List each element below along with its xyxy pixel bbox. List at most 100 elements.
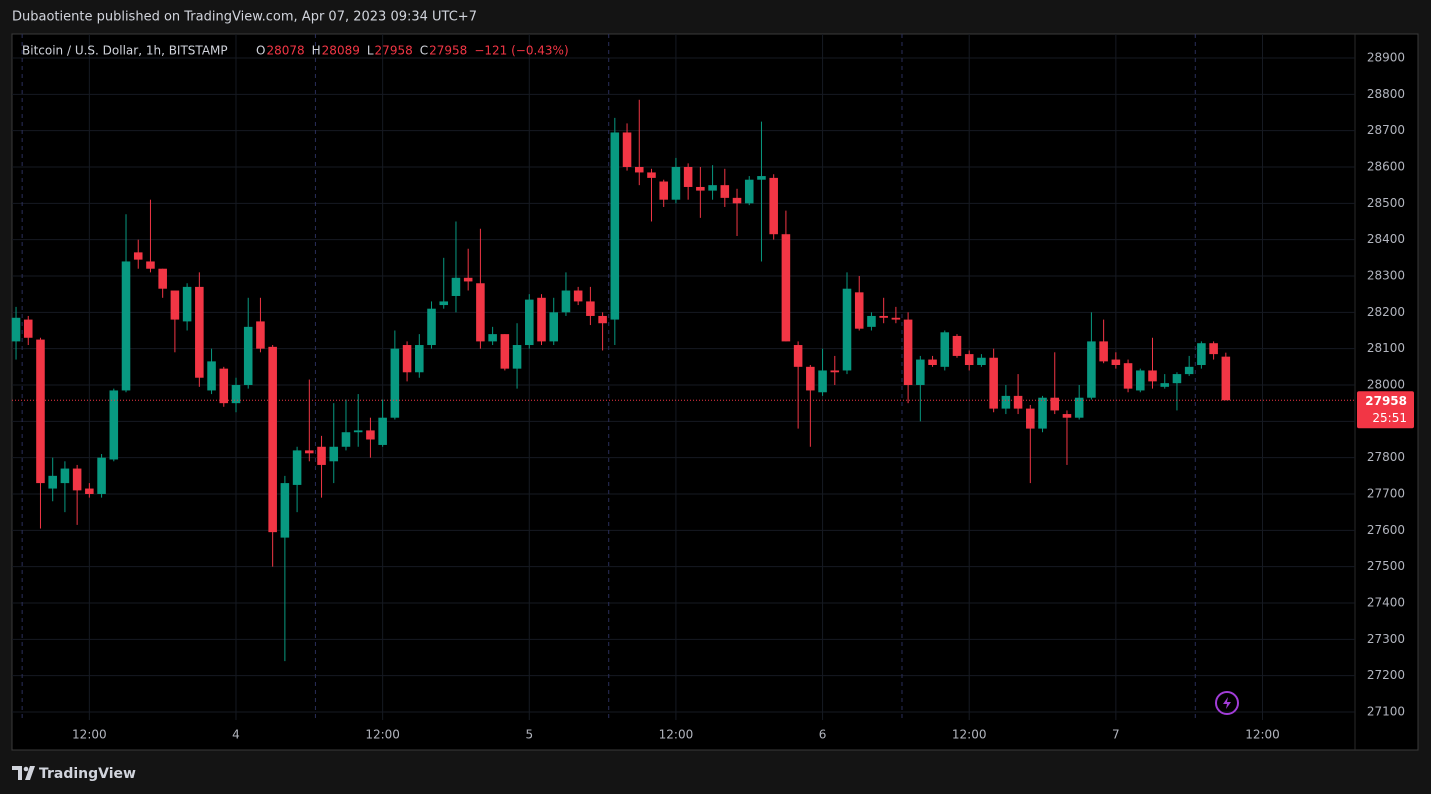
candle-body <box>659 181 668 200</box>
candle-body <box>207 361 216 391</box>
candle-body <box>830 370 840 373</box>
candle-body <box>23 319 33 338</box>
candle-body <box>757 176 766 180</box>
x-tick-label: 7 <box>1112 728 1120 742</box>
candle-body <box>1160 383 1170 387</box>
candle-body <box>231 384 241 404</box>
candle-body <box>390 348 400 418</box>
candle-body <box>463 277 473 282</box>
candle-body <box>36 339 45 484</box>
x-tick-label: 12:00 <box>659 728 694 742</box>
candle-body <box>500 334 510 369</box>
candle-body <box>903 319 913 385</box>
candle-body <box>537 297 546 342</box>
candle-body <box>1001 395 1011 409</box>
candle-body <box>940 332 950 367</box>
x-tick-label: 6 <box>819 728 827 742</box>
candle-body <box>60 468 70 484</box>
candle-body <box>818 370 827 393</box>
candle-body <box>195 286 204 378</box>
y-tick-label: 28400 <box>1367 232 1405 246</box>
y-tick-label: 27500 <box>1367 559 1405 573</box>
candle-body <box>378 417 387 445</box>
plot <box>11 34 1355 720</box>
candle-body <box>928 359 937 366</box>
candle-body <box>329 446 339 462</box>
candle-body <box>1148 370 1157 382</box>
candle-body <box>916 359 925 385</box>
candle-body <box>280 483 290 538</box>
y-tick-label: 28500 <box>1367 196 1405 210</box>
ohlc-value: 28089 <box>322 44 360 58</box>
countdown: 25:51 <box>1372 411 1407 425</box>
ohlc-key: H <box>312 44 321 58</box>
candle-body <box>402 345 412 373</box>
candle-body <box>647 172 656 178</box>
candle-body <box>1074 397 1084 418</box>
symbol-title: Bitcoin / U.S. Dollar, 1h, BITSTAMP <box>22 44 228 58</box>
lightning-icon <box>1215 691 1239 715</box>
candle-body <box>317 446 326 465</box>
last-price-label: 27958 <box>1365 394 1407 408</box>
candle-body <box>622 132 632 167</box>
candle-body <box>1026 408 1035 429</box>
candle-body <box>842 288 852 371</box>
ohlc-legend: O 28078 H 28089 L 27958 C 27958 −121 (−0.43%) <box>256 44 569 58</box>
candle-body <box>121 261 131 391</box>
candle-body <box>1172 374 1182 384</box>
y-tick-label: 28200 <box>1367 305 1405 319</box>
tv-logo <box>12 766 35 780</box>
ohlc-value: 27958 <box>375 44 413 58</box>
candle-body <box>879 315 888 318</box>
candle-body <box>72 468 82 491</box>
candle-body <box>48 475 57 489</box>
candle-body <box>732 197 742 204</box>
candle-body <box>353 430 363 433</box>
x-tick-label: 12:00 <box>952 728 987 742</box>
candle-body <box>476 283 485 342</box>
candle-body <box>427 308 436 346</box>
candle-body <box>512 345 522 369</box>
ohlc-change: −121 (−0.43%) <box>474 44 568 58</box>
candle-body <box>744 179 754 204</box>
ohlc-key: O <box>256 44 265 58</box>
candle-body <box>598 315 607 324</box>
candle-body <box>268 346 277 533</box>
candle-body <box>573 290 583 302</box>
y-tick-label: 28900 <box>1367 50 1405 64</box>
x-tick-label: 5 <box>525 728 533 742</box>
y-tick-label: 27400 <box>1367 596 1405 610</box>
chart-frame <box>11 33 1419 751</box>
candle-body <box>793 345 803 367</box>
candle-body <box>1062 414 1072 418</box>
candle-body <box>133 252 143 260</box>
candle-body <box>1123 363 1133 389</box>
candle-body <box>85 488 94 494</box>
y-tick-label: 28300 <box>1367 268 1405 282</box>
candle-body <box>488 334 497 342</box>
x-tick-label: 4 <box>232 728 240 742</box>
candle-body <box>586 301 595 316</box>
candle-body <box>769 177 778 235</box>
candle-body <box>989 357 998 409</box>
candle-body <box>1197 343 1206 366</box>
y-tick-label: 27700 <box>1367 486 1405 500</box>
candle-body <box>1209 343 1218 355</box>
y-tick-label: 27300 <box>1367 632 1405 646</box>
candle-body <box>952 335 962 356</box>
candle-body <box>341 432 351 447</box>
ohlc-key: C <box>420 44 428 58</box>
candle-body <box>1050 397 1060 411</box>
candle-body <box>1221 356 1231 401</box>
candle-body <box>109 390 119 460</box>
candle-body <box>891 317 901 320</box>
last-price-box <box>1357 391 1414 429</box>
candle-body <box>366 430 375 440</box>
x-tick-label: 12:00 <box>1245 728 1280 742</box>
candle-body <box>1111 359 1121 366</box>
ohlc-value: 27958 <box>429 44 467 58</box>
y-tick-label: 28100 <box>1367 341 1405 355</box>
candle-body <box>256 321 265 349</box>
candle-body <box>11 317 21 342</box>
